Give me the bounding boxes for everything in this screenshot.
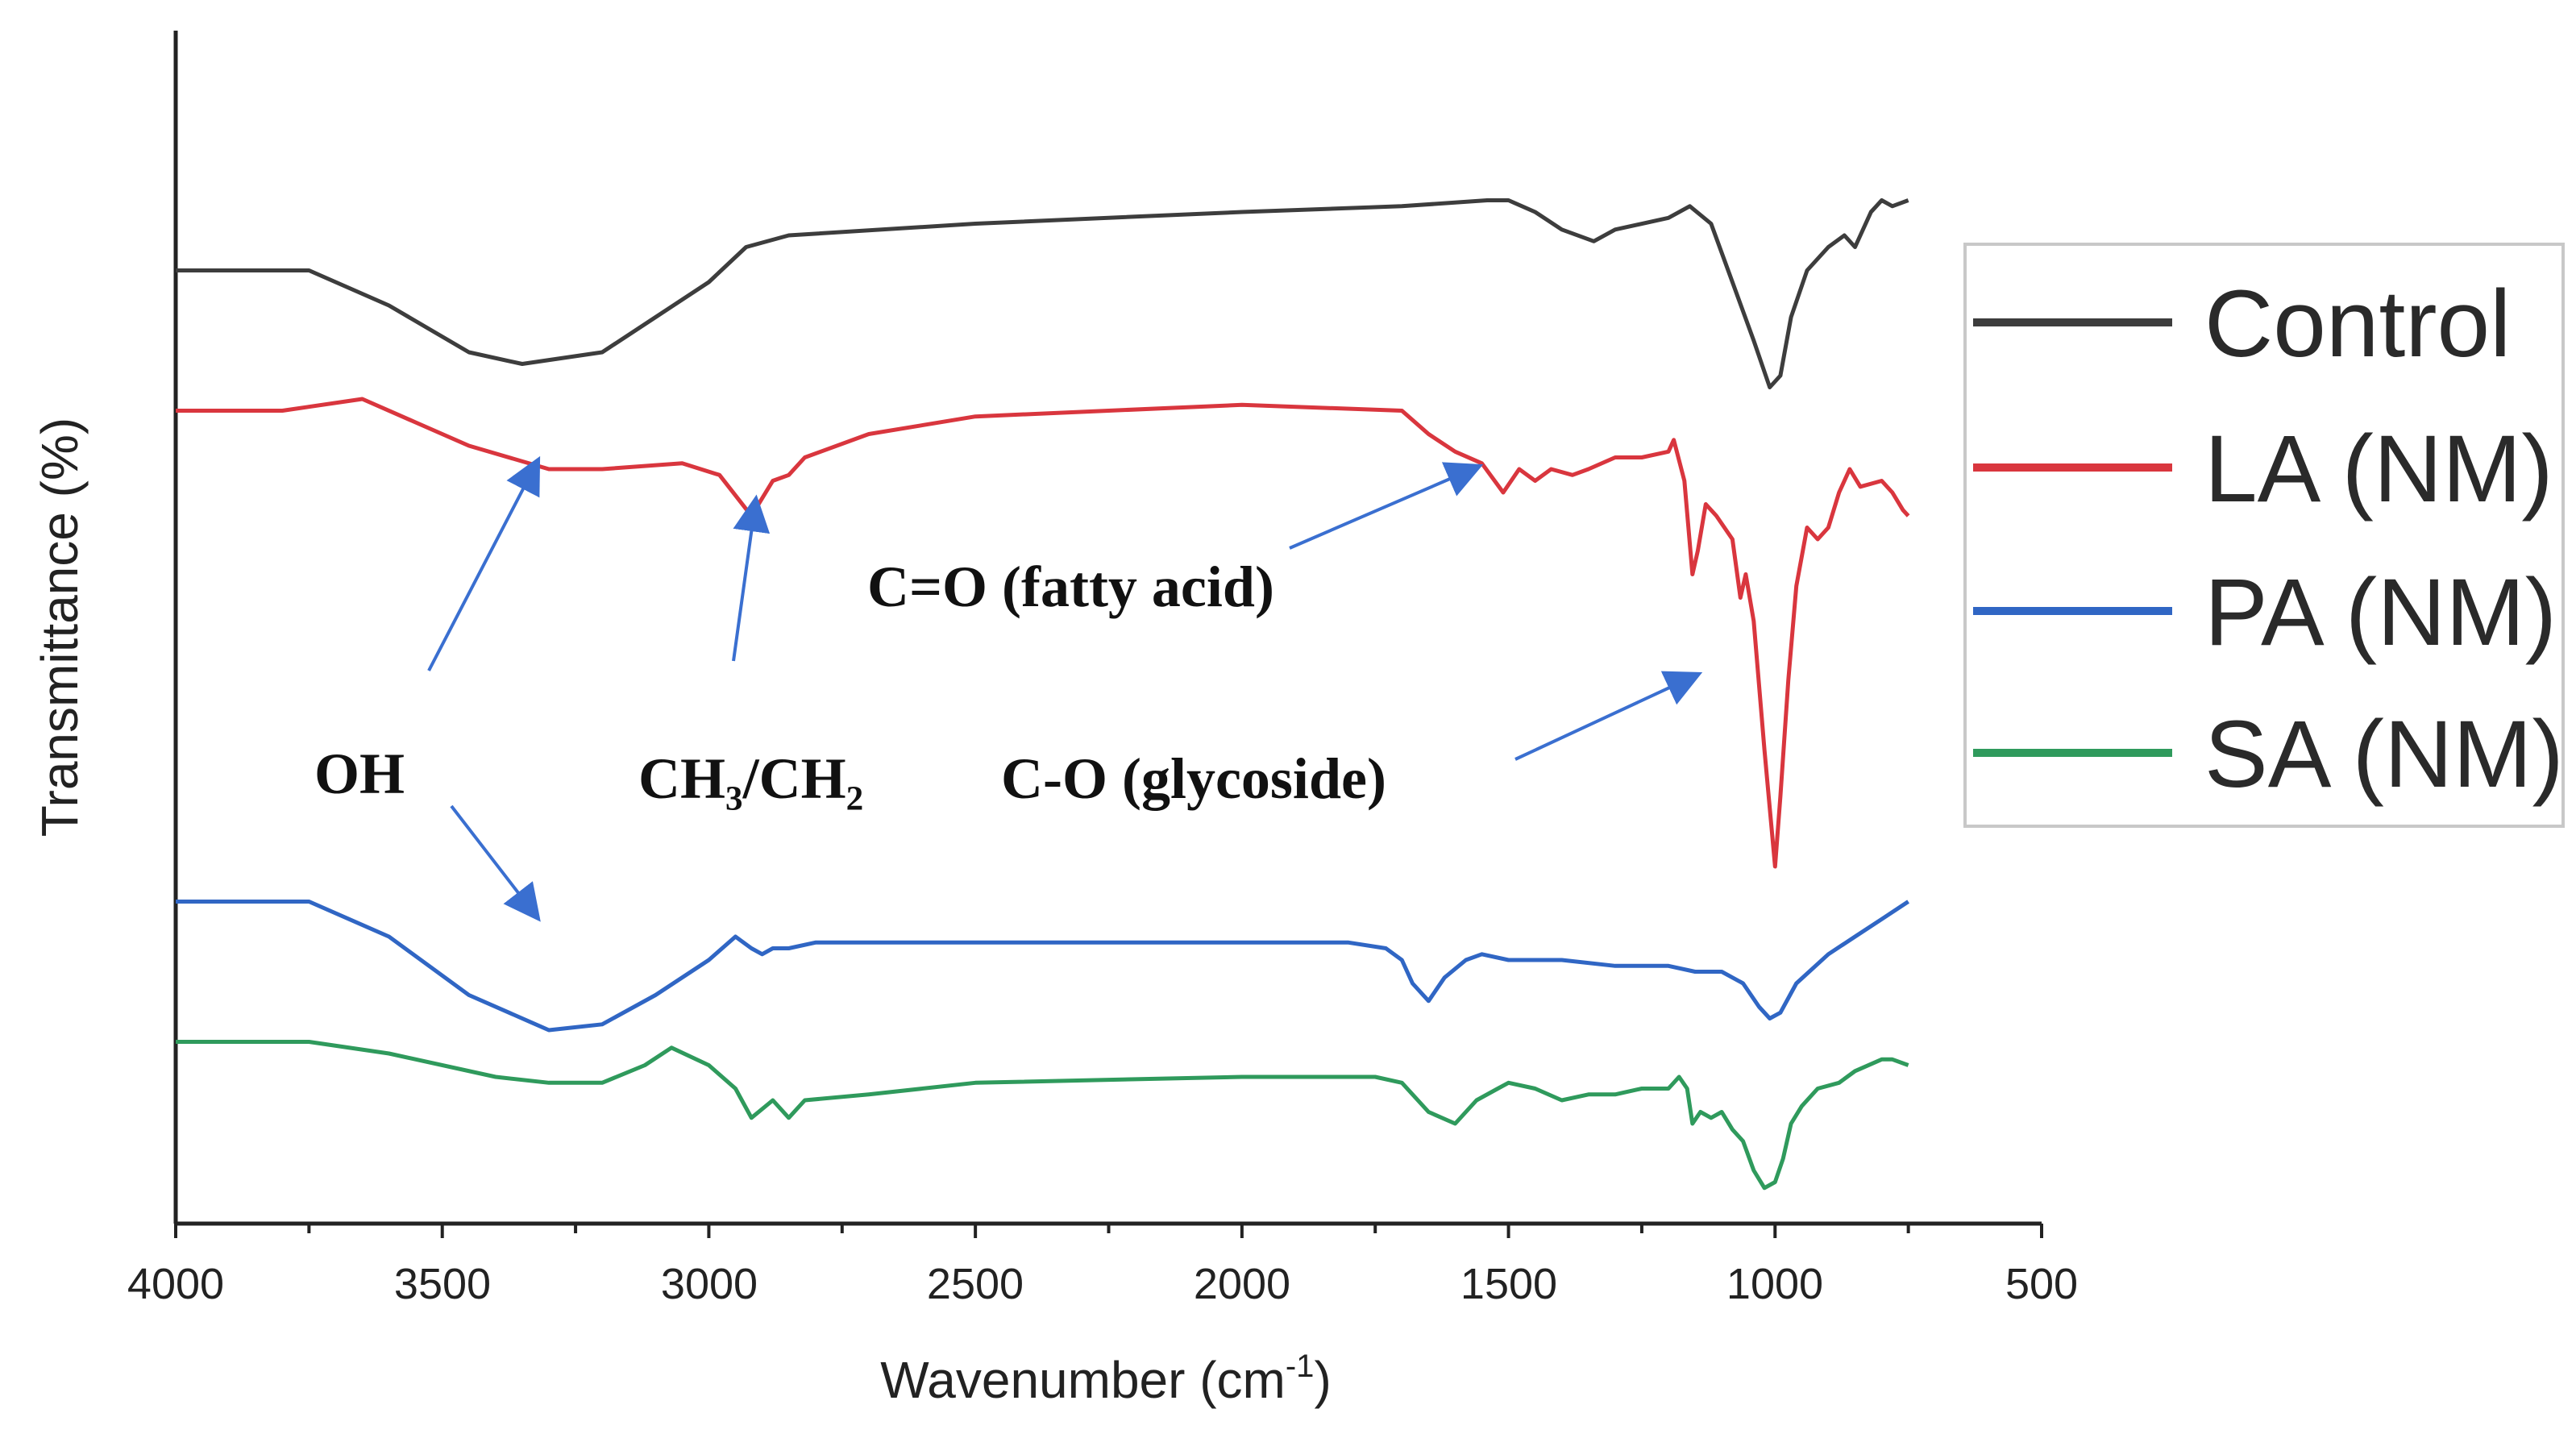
annotation-oh: OH bbox=[314, 742, 405, 806]
x-tick-label: 1500 bbox=[1460, 1260, 1557, 1308]
x-axis-tick-labels: 4000 3500 3000 2500 2000 1500 1000 500 bbox=[127, 1260, 2078, 1308]
series-line-sa-nm bbox=[176, 1040, 1909, 1191]
annotation-ch3-ch2: CH₃/CH₂ bbox=[638, 746, 863, 811]
x-tick-label: 1000 bbox=[1726, 1260, 1823, 1308]
series-line-pa-nm bbox=[176, 900, 1909, 1033]
arrow-oh-to-pa bbox=[450, 804, 541, 922]
x-tick-label: 500 bbox=[2005, 1260, 2078, 1308]
x-axis-title-main: Wavenumber (cm bbox=[880, 1351, 1286, 1409]
legend-label-sa: SA (NM) bbox=[2204, 701, 2564, 808]
legend-label-control: Control bbox=[2204, 271, 2511, 377]
arrow-glycoside bbox=[1514, 671, 1703, 761]
annotation-c-o-glycoside: C-O (glycoside) bbox=[1001, 746, 1386, 811]
annotation-c-o-fatty-acid: C=O (fatty acid) bbox=[867, 555, 1274, 619]
x-tick-label: 2500 bbox=[927, 1260, 1024, 1308]
x-tick-label: 3500 bbox=[394, 1260, 491, 1308]
series-line-control bbox=[176, 198, 1909, 389]
legend-label-pa: PA (NM) bbox=[2204, 559, 2557, 666]
series-group bbox=[176, 198, 1910, 1191]
annotation-arrows bbox=[427, 455, 1703, 922]
arrow-ch-to-la bbox=[732, 494, 771, 662]
x-tick-label: 2000 bbox=[1194, 1260, 1290, 1308]
y-axis-title: Transmittance (%) bbox=[31, 418, 89, 837]
legend-box bbox=[1963, 243, 2565, 828]
x-tick-label: 4000 bbox=[127, 1260, 224, 1308]
x-axis-ticks bbox=[174, 1224, 2043, 1238]
arrow-fatty-acid bbox=[1289, 462, 1484, 550]
x-axis-title-superscript: -1 bbox=[1286, 1349, 1315, 1384]
legend-label-la: LA (NM) bbox=[2204, 416, 2553, 522]
legend: Control LA (NM) PA (NM) SA (NM) bbox=[1963, 243, 2565, 828]
arrow-oh-to-la bbox=[427, 455, 541, 671]
x-axis-title-close: ) bbox=[1314, 1351, 1331, 1409]
x-tick-label: 3000 bbox=[661, 1260, 758, 1308]
x-axis-title: Wavenumber (cm-1) bbox=[880, 1349, 1332, 1409]
